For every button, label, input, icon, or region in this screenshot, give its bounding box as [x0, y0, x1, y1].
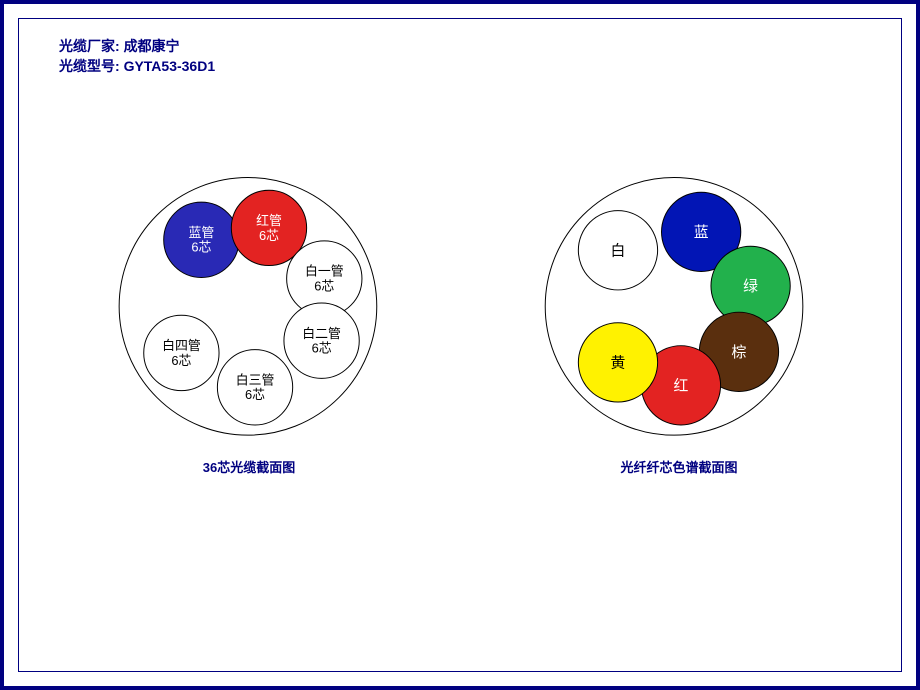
left-node-4-label1: 白三管 [236, 372, 275, 387]
left-node-0-label1: 蓝管 [188, 225, 214, 240]
left-node-3-label2: 6芯 [312, 341, 332, 356]
left-node-3 [284, 303, 359, 378]
left-node-0-label2: 6芯 [191, 240, 211, 255]
left-outer-circle [119, 178, 377, 436]
manufacturer-label: 光缆厂家: [59, 38, 120, 54]
left-node-2-label1: 白一管 [305, 264, 344, 279]
left-node-4 [217, 350, 292, 425]
left-node-1-label2: 6芯 [259, 228, 279, 243]
left-diagram-caption: 36芯光缆截面图 [169, 457, 329, 476]
right-node-4-label1: 黄 [611, 355, 626, 372]
manufacturer-value: 成都康宁 [124, 38, 180, 54]
left-node-2 [287, 241, 362, 316]
manufacturer-row: 光缆厂家: 成都康宁 [59, 37, 215, 57]
right-node-0-label1: 蓝 [694, 224, 709, 241]
header-block: 光缆厂家: 成都康宁 光缆型号: GYTA53-36D1 [59, 37, 215, 76]
left-node-3-label1: 白二管 [302, 326, 341, 341]
right-node-5-label1: 白 [611, 243, 626, 260]
page-frame: 光缆厂家: 成都康宁 光缆型号: GYTA53-36D1 蓝管6芯红管6芯白一管… [0, 0, 920, 690]
right-node-3-label1: 红 [674, 378, 689, 395]
left-node-4-label2: 6芯 [245, 387, 265, 402]
left-node-2-label2: 6芯 [314, 279, 334, 294]
right-node-1-label1: 绿 [743, 278, 758, 295]
inner-frame: 光缆厂家: 成都康宁 光缆型号: GYTA53-36D1 蓝管6芯红管6芯白一管… [18, 18, 902, 672]
right-diagram-caption: 光纤纤芯色谱截面图 [589, 457, 769, 476]
model-label: 光缆型号: [59, 58, 120, 74]
left-node-5 [144, 315, 219, 390]
right-node-5 [578, 211, 657, 290]
diagram-canvas: 蓝管6芯红管6芯白一管6芯白二管6芯白三管6芯白四管6芯蓝绿棕红黄白 [19, 19, 901, 671]
model-row: 光缆型号: GYTA53-36D1 [59, 57, 215, 77]
left-node-5-label1: 白四管 [162, 338, 201, 353]
right-node-0 [662, 192, 741, 271]
right-node-4 [578, 323, 657, 402]
right-outer-circle [545, 178, 803, 436]
model-value: GYTA53-36D1 [124, 58, 216, 74]
right-node-2-label1: 棕 [732, 344, 747, 361]
right-node-2 [699, 312, 778, 391]
right-node-1 [711, 246, 790, 325]
left-node-1 [231, 190, 306, 265]
left-node-0 [164, 202, 239, 277]
left-node-5-label2: 6芯 [171, 353, 191, 368]
left-node-1-label1: 红管 [256, 213, 282, 228]
right-node-3 [641, 346, 720, 425]
